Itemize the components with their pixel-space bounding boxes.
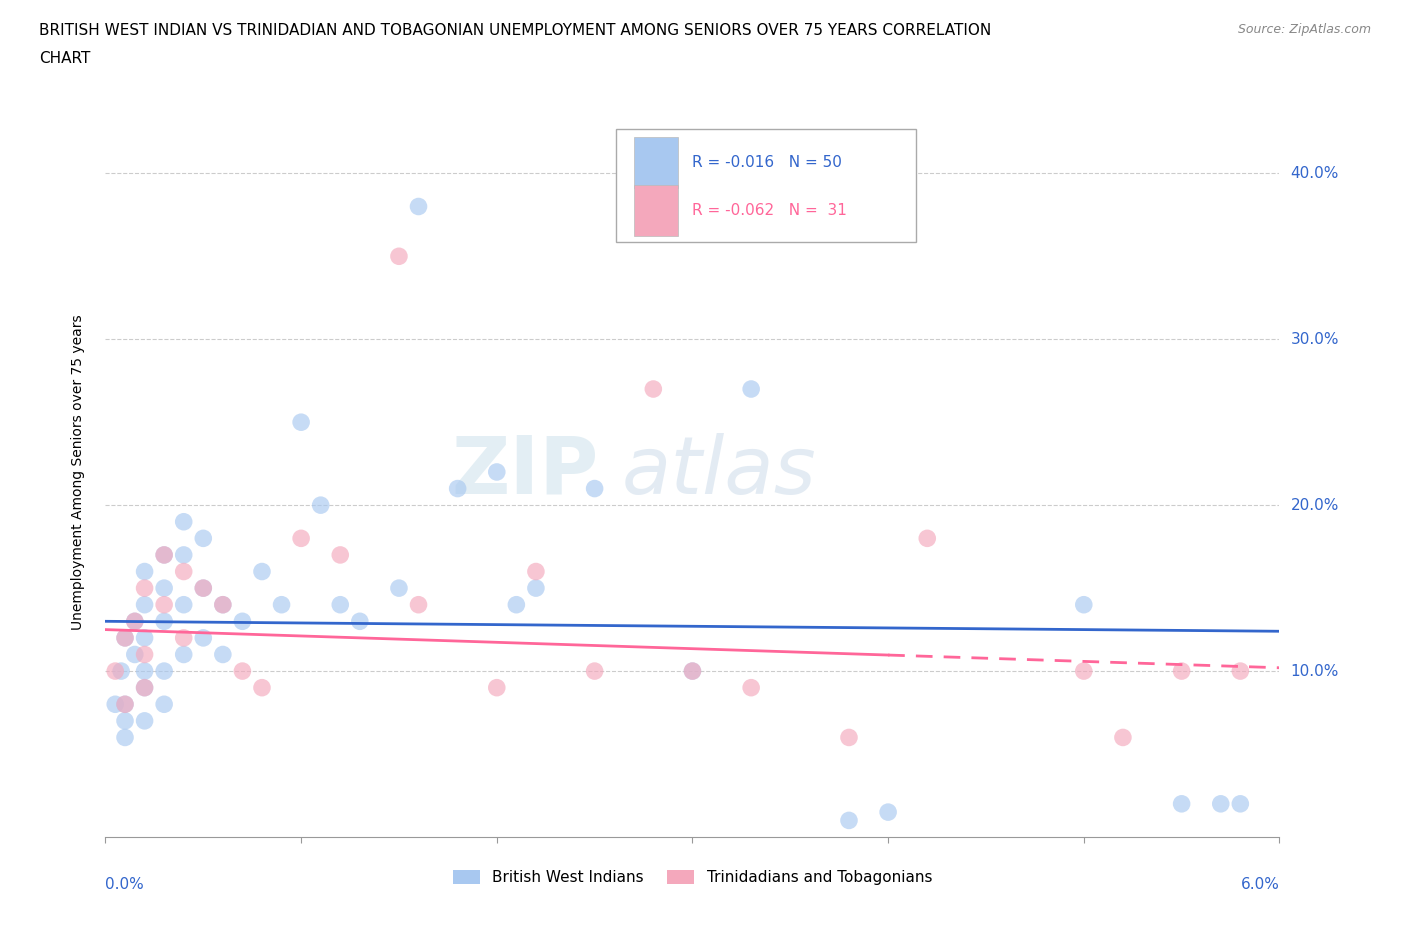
Point — [193, 580, 215, 595]
Text: 0.0%: 0.0% — [105, 877, 145, 892]
Point — [388, 249, 411, 264]
Point — [124, 647, 146, 662]
Point — [1073, 597, 1095, 612]
FancyBboxPatch shape — [616, 129, 915, 242]
Point — [173, 565, 195, 579]
Point — [1209, 796, 1232, 811]
Point — [524, 565, 547, 579]
Point — [134, 713, 156, 728]
Point — [114, 631, 136, 645]
FancyBboxPatch shape — [634, 138, 678, 189]
Point — [124, 614, 146, 629]
Point — [1170, 664, 1192, 679]
Point — [309, 498, 332, 512]
Point — [110, 664, 132, 679]
Point — [153, 697, 176, 711]
Y-axis label: Unemployment Among Seniors over 75 years: Unemployment Among Seniors over 75 years — [70, 314, 84, 630]
Point — [211, 597, 233, 612]
Point — [211, 647, 233, 662]
Point — [193, 580, 215, 595]
Point — [740, 381, 762, 396]
Point — [153, 597, 176, 612]
Point — [838, 813, 860, 828]
Point — [173, 631, 195, 645]
Point — [1112, 730, 1135, 745]
Point — [124, 614, 146, 629]
Point — [153, 548, 176, 563]
Point — [290, 415, 312, 430]
Point — [682, 664, 704, 679]
Point — [682, 664, 704, 679]
Point — [250, 680, 273, 695]
Point — [250, 565, 273, 579]
Point — [134, 680, 156, 695]
Point — [231, 614, 253, 629]
Text: 10.0%: 10.0% — [1291, 664, 1339, 679]
Point — [329, 548, 352, 563]
Point — [524, 580, 547, 595]
Point — [153, 580, 176, 595]
Text: 40.0%: 40.0% — [1291, 166, 1339, 180]
Point — [917, 531, 939, 546]
Point — [211, 597, 233, 612]
Point — [643, 381, 665, 396]
Point — [388, 580, 411, 595]
FancyBboxPatch shape — [634, 185, 678, 236]
Point — [114, 697, 136, 711]
Point — [838, 730, 860, 745]
Point — [408, 199, 430, 214]
Text: BRITISH WEST INDIAN VS TRINIDADIAN AND TOBAGONIAN UNEMPLOYMENT AMONG SENIORS OVE: BRITISH WEST INDIAN VS TRINIDADIAN AND T… — [39, 23, 991, 38]
Text: 30.0%: 30.0% — [1291, 332, 1339, 347]
Point — [134, 664, 156, 679]
Point — [1170, 796, 1192, 811]
Point — [134, 631, 156, 645]
Point — [114, 713, 136, 728]
Point — [153, 664, 176, 679]
Point — [104, 664, 127, 679]
Point — [270, 597, 292, 612]
Point — [349, 614, 371, 629]
Point — [114, 697, 136, 711]
Point — [153, 548, 176, 563]
Point — [505, 597, 527, 612]
Point — [1073, 664, 1095, 679]
Point — [485, 680, 508, 695]
Point — [173, 597, 195, 612]
Point — [290, 531, 312, 546]
Text: CHART: CHART — [39, 51, 91, 66]
Point — [408, 597, 430, 612]
Point — [329, 597, 352, 612]
Point — [485, 465, 508, 480]
Point — [114, 631, 136, 645]
Point — [104, 697, 127, 711]
Point — [231, 664, 253, 679]
Text: ZIP: ZIP — [451, 433, 599, 511]
Text: R = -0.016   N = 50: R = -0.016 N = 50 — [693, 155, 842, 170]
Legend: British West Indians, Trinidadians and Tobagonians: British West Indians, Trinidadians and T… — [447, 864, 938, 892]
Point — [193, 531, 215, 546]
Text: 20.0%: 20.0% — [1291, 498, 1339, 512]
Point — [877, 804, 900, 819]
Point — [173, 647, 195, 662]
Text: atlas: atlas — [621, 433, 817, 511]
Point — [134, 580, 156, 595]
Point — [447, 481, 470, 496]
Point — [1229, 664, 1251, 679]
Point — [173, 514, 195, 529]
Point — [583, 481, 606, 496]
Point — [1229, 796, 1251, 811]
Point — [193, 631, 215, 645]
Text: R = -0.062   N =  31: R = -0.062 N = 31 — [693, 203, 848, 218]
Point — [740, 680, 762, 695]
Point — [134, 680, 156, 695]
Point — [583, 664, 606, 679]
Point — [173, 548, 195, 563]
Point — [134, 647, 156, 662]
Point — [153, 614, 176, 629]
Text: 6.0%: 6.0% — [1240, 877, 1279, 892]
Text: Source: ZipAtlas.com: Source: ZipAtlas.com — [1237, 23, 1371, 36]
Point — [114, 730, 136, 745]
Point — [134, 565, 156, 579]
Point — [134, 597, 156, 612]
